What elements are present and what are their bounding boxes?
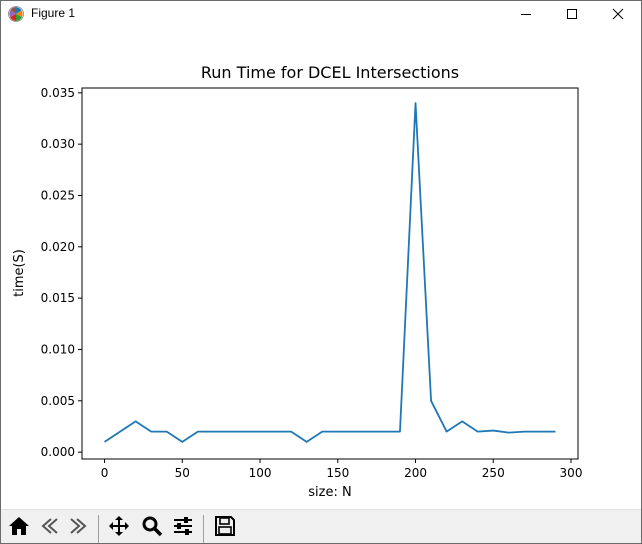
matplotlib-logo-icon <box>7 5 25 23</box>
y-tick-label: 0.025 <box>41 188 75 202</box>
back-icon <box>37 514 61 542</box>
chart-svg: Run Time for DCEL Intersections size: N … <box>12 63 583 500</box>
y-tick-label: 0.035 <box>41 86 75 100</box>
configure-subplots-icon <box>171 514 195 542</box>
zoom-icon <box>140 514 164 542</box>
x-tick-label: 0 <box>101 466 109 480</box>
series-layer <box>104 102 556 443</box>
back-button[interactable] <box>35 515 63 541</box>
maximize-button[interactable] <box>549 1 595 27</box>
navigation-toolbar <box>1 509 641 543</box>
pan-icon <box>107 514 131 542</box>
window-title: Figure 1 <box>31 6 76 20</box>
title-bar[interactable]: Figure 1 <box>1 1 641 27</box>
y-tick-label: 0.030 <box>41 137 75 151</box>
y-tick-label: 0.020 <box>41 240 75 254</box>
save-button[interactable] <box>211 515 239 541</box>
y-tick-label: 0.000 <box>41 445 75 459</box>
minimize-icon <box>520 5 532 24</box>
close-icon <box>612 5 624 24</box>
x-tick-label: 250 <box>482 466 505 480</box>
x-tick-label: 100 <box>249 466 272 480</box>
configure-subplots-button[interactable] <box>169 515 197 541</box>
forward-button[interactable] <box>65 515 93 541</box>
plot-area-frame <box>81 87 579 460</box>
x-axis-ticks: 0 50 100 150 200 250 300 <box>101 459 583 480</box>
minimize-button[interactable] <box>503 1 549 27</box>
home-button[interactable] <box>5 515 33 541</box>
y-tick-label: 0.005 <box>41 394 75 408</box>
pan-button[interactable] <box>105 515 133 541</box>
series-line <box>104 102 556 443</box>
x-tick-label: 50 <box>175 466 190 480</box>
save-icon <box>213 514 237 542</box>
zoom-button[interactable] <box>138 515 166 541</box>
forward-icon <box>67 514 91 542</box>
toolbar-separator <box>203 515 204 543</box>
x-tick-label: 150 <box>326 466 349 480</box>
y-tick-label: 0.010 <box>41 342 75 356</box>
x-axis-label: size: N <box>308 485 351 500</box>
chart-title: Run Time for DCEL Intersections <box>201 63 459 82</box>
y-axis-label: time(S) <box>12 249 27 297</box>
close-button[interactable] <box>595 1 641 27</box>
toolbar-separator <box>98 515 99 543</box>
y-tick-label: 0.015 <box>41 291 75 305</box>
x-tick-label: 300 <box>560 466 583 480</box>
x-tick-label: 200 <box>404 466 427 480</box>
figure-canvas[interactable]: Run Time for DCEL Intersections size: N … <box>1 27 641 509</box>
home-icon <box>7 514 31 542</box>
y-axis-ticks: 0.000 0.005 0.010 0.015 0.020 0.025 0.030 0.035 <box>41 86 82 459</box>
maximize-icon <box>566 5 578 24</box>
